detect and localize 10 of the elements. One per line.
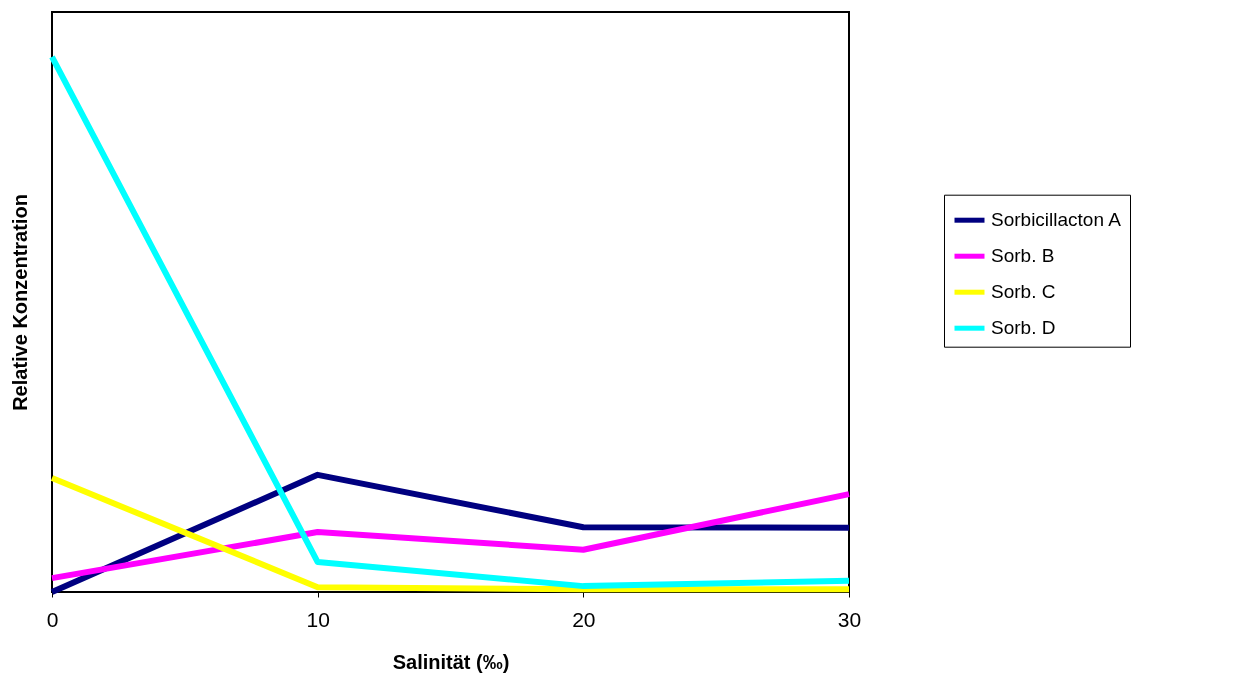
legend-label: Sorb. C <box>991 281 1056 303</box>
legend-label: Sorbicillacton A <box>991 209 1122 231</box>
x-axis-title: Salinität (‰) <box>392 650 510 673</box>
legend-label: Sorb. B <box>991 245 1055 267</box>
x-tick-label: 20 <box>572 607 596 631</box>
x-tick-label: 0 <box>46 607 59 631</box>
legend-label: Sorb. D <box>991 317 1056 339</box>
y-axis-title: Relative Konzentration <box>8 194 31 411</box>
x-tick-label: 10 <box>306 607 330 631</box>
x-tick-label: 30 <box>837 607 862 631</box>
